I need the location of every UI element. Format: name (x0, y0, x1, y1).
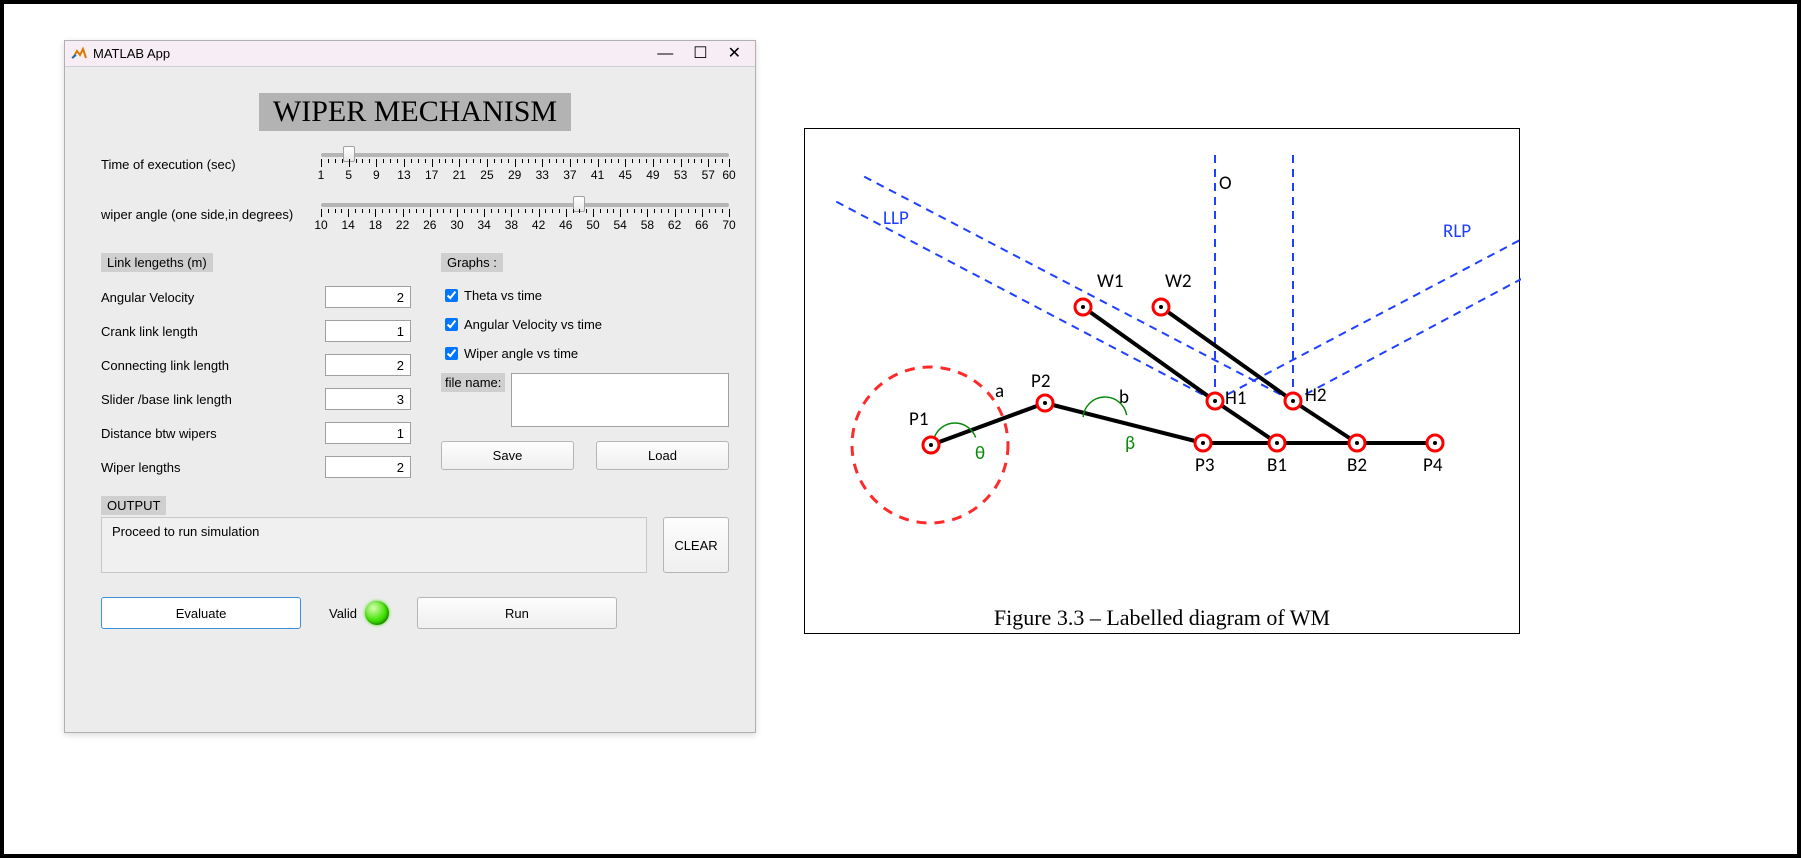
matlab-icon (71, 46, 87, 62)
svg-text:b: b (1119, 386, 1129, 409)
run-button[interactable]: Run (417, 597, 617, 629)
figure-caption: Figure 3.3 – Labelled diagram of WM (805, 605, 1519, 631)
svg-text:W1: W1 (1097, 270, 1124, 293)
file-name-input[interactable] (511, 373, 729, 427)
svg-text:H2: H2 (1305, 384, 1326, 407)
theta-checkbox[interactable] (445, 289, 458, 302)
time-slider-label: Time of execution (sec) (101, 153, 321, 172)
svg-text:P2: P2 (1031, 370, 1050, 393)
theta-check-row[interactable]: Theta vs time (441, 286, 729, 305)
svg-text:LLP: LLP (883, 207, 909, 230)
graphs-header: Graphs : (441, 253, 503, 272)
figure-panel: LLP RLP O W1 W2 H1 H2 P1 P2 P3 B1 B2 P4 a b θ β Figure 3… (804, 128, 1520, 634)
evaluate-button[interactable]: Evaluate (101, 597, 301, 629)
svg-text:θ: θ (975, 442, 985, 465)
angular-velocity-input[interactable] (325, 286, 411, 308)
wiper-len-input[interactable] (325, 456, 411, 478)
page-frame: MATLAB App — ☐ ✕ WIPER MECHANISM Time of… (0, 0, 1801, 858)
angvel-check-label: Angular Velocity vs time (464, 317, 602, 332)
svg-text:P3: P3 (1195, 454, 1214, 477)
crank-label: Crank link length (101, 324, 325, 339)
valid-led-icon (365, 601, 389, 625)
svg-text:W2: W2 (1165, 270, 1192, 293)
connecting-label: Connecting link length (101, 358, 325, 373)
angle-slider-row: wiper angle (one side,in degrees) 101418… (101, 203, 729, 239)
output-textarea[interactable]: Proceed to run simulation (101, 517, 647, 573)
load-button[interactable]: Load (596, 441, 729, 470)
svg-text:B1: B1 (1267, 454, 1287, 477)
connecting-input[interactable] (325, 354, 411, 376)
clear-button-label: CLEAR (674, 538, 717, 553)
wiper-check-label: Wiper angle vs time (464, 346, 578, 361)
wiper-len-label: Wiper lengths (101, 460, 325, 475)
evaluate-button-label: Evaluate (176, 606, 227, 621)
time-slider[interactable] (321, 153, 729, 157)
app-title: WIPER MECHANISM (259, 93, 571, 131)
time-slider-row: Time of execution (sec) 1591317212529333… (101, 153, 729, 189)
svg-text:β: β (1125, 432, 1135, 455)
valid-label: Valid (329, 606, 357, 621)
file-name-label: file name: (441, 373, 505, 392)
close-button[interactable]: ✕ (728, 46, 741, 62)
dist-wipers-input[interactable] (325, 422, 411, 444)
crank-input[interactable] (325, 320, 411, 342)
wiper-checkbox[interactable] (445, 347, 458, 360)
maximize-button[interactable]: ☐ (693, 46, 707, 62)
dist-wipers-label: Distance btw wipers (101, 426, 325, 441)
matlab-app-window: MATLAB App — ☐ ✕ WIPER MECHANISM Time of… (64, 40, 756, 733)
window-title: MATLAB App (93, 46, 657, 61)
angvel-checkbox[interactable] (445, 318, 458, 331)
titlebar[interactable]: MATLAB App — ☐ ✕ (65, 41, 755, 67)
slider-base-label: Slider /base link length (101, 392, 325, 407)
time-slider-scale: 15913172125293337414549535760 (321, 159, 729, 189)
svg-text:a: a (995, 380, 1004, 403)
save-button[interactable]: Save (441, 441, 574, 470)
svg-text:B2: B2 (1347, 454, 1367, 477)
minimize-button[interactable]: — (657, 46, 673, 62)
theta-check-label: Theta vs time (464, 288, 542, 303)
angle-slider[interactable] (321, 203, 729, 207)
links-header: Link lengeths (m) (101, 253, 213, 272)
angvel-check-row[interactable]: Angular Velocity vs time (441, 315, 729, 334)
angle-slider-scale: 10141822263034384246505458626670 (321, 209, 729, 239)
run-button-label: Run (505, 606, 529, 621)
output-label: OUTPUT (101, 496, 166, 515)
angular-velocity-label: Angular Velocity (101, 290, 325, 305)
svg-text:P1: P1 (909, 408, 928, 431)
angle-slider-label: wiper angle (one side,in degrees) (101, 203, 321, 222)
svg-text:P4: P4 (1423, 454, 1443, 477)
svg-text:O: O (1219, 172, 1232, 195)
wiper-mechanism-diagram: LLP RLP O W1 W2 H1 H2 P1 P2 P3 B1 B2 P4 a b θ β (805, 129, 1521, 589)
wiper-check-row[interactable]: Wiper angle vs time (441, 344, 729, 363)
clear-button[interactable]: CLEAR (663, 517, 729, 573)
slider-base-input[interactable] (325, 388, 411, 410)
svg-text:RLP: RLP (1443, 220, 1471, 243)
svg-text:H1: H1 (1225, 387, 1246, 410)
